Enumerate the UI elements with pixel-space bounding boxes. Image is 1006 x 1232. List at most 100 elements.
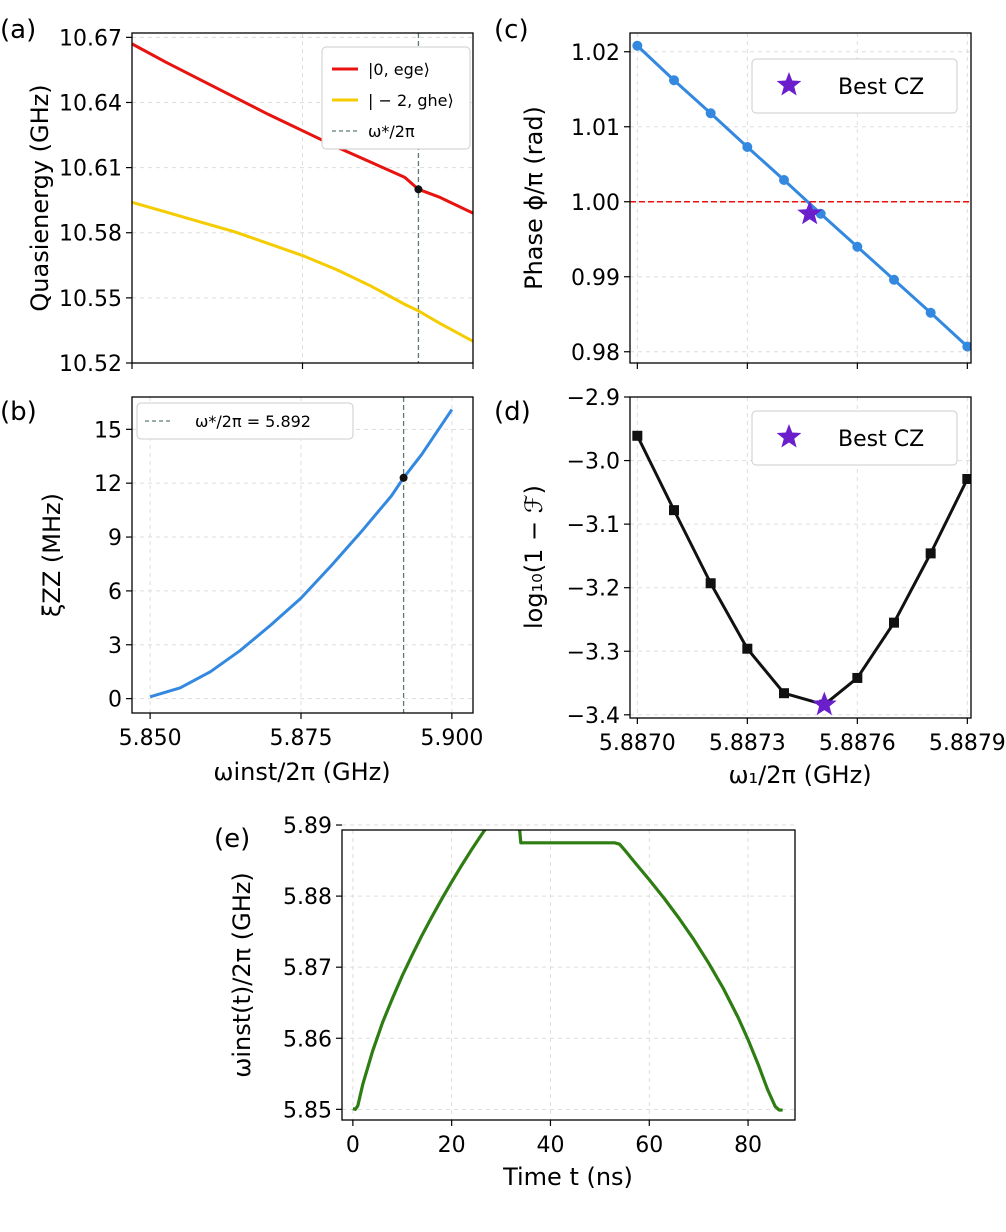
series-line-1 (635, 435, 969, 707)
axes-frame (131, 396, 474, 714)
y-tick-label: 1.00 (571, 191, 620, 216)
x-tick-label: 0 (346, 1133, 360, 1158)
y-tick-label: 0.99 (571, 266, 620, 291)
y-tick-label: 5.85 (283, 1098, 332, 1123)
y-tick-label: 15 (94, 418, 122, 443)
x-tick-label: 80 (734, 1133, 762, 1158)
marker-point (399, 473, 408, 482)
data-point (742, 142, 753, 152)
x-axis-label: ωinst/2π (GHz) (213, 758, 390, 786)
y-tick-label: −3.2 (567, 577, 620, 602)
y-tick-label: 10.67 (59, 26, 122, 51)
legend-box (321, 46, 471, 150)
y-tick-label: 12 (94, 472, 122, 497)
y-tick-label: −3.3 (567, 640, 620, 665)
y-tick-label: 0.98 (571, 341, 620, 366)
panel-b: 0 3 6 9 12 15 5.850 5.875 5.900 (b) ξZZ (MHz) ωinst… (0, 396, 483, 786)
x-tick-label: 20 (438, 1133, 466, 1158)
legend-star-icon (776, 72, 802, 96)
axes-frame (629, 32, 972, 364)
series-line-2 (132, 200, 473, 343)
data-point (852, 672, 863, 683)
y-tick-label: 5.86 (283, 1027, 332, 1052)
x-tick-label: 5.8870 (599, 731, 676, 756)
x-tick-label: 5.850 (119, 726, 182, 751)
x-axis-label: Time t (ns) (502, 1163, 633, 1191)
panel-label: (b) (0, 397, 37, 427)
series-line-1 (352, 830, 783, 1112)
data-point (852, 241, 863, 252)
y-tick-label: 0 (108, 688, 122, 713)
panel-label: (d) (494, 397, 531, 427)
panel-label: (a) (0, 15, 36, 45)
y-tick-label: 10.55 (59, 287, 122, 312)
axes-frame (629, 396, 972, 719)
x-tick-label: 5.875 (269, 726, 332, 751)
legend-label: Best CZ (838, 75, 924, 100)
y-tick-label: −3.1 (567, 513, 620, 538)
x-axis-label: ω₁/2π (GHz) (728, 761, 871, 789)
y-tick-label: 10.64 (59, 91, 122, 116)
panel-d: −3.4 −3.3 −3.2 −3.1 −3.0 −2.9 5.8870 5.8873 5.88… (494, 386, 1006, 789)
best-cz-star (797, 200, 823, 225)
data-point (705, 578, 716, 589)
panel-label: (e) (214, 824, 250, 854)
data-point (669, 75, 679, 86)
legend-star-icon (776, 424, 802, 448)
y-tick-label: −3.4 (567, 704, 620, 729)
y-tick-label: 5.89 (283, 814, 332, 839)
series-line-1 (149, 408, 454, 699)
y-tick-label: 3 (108, 634, 122, 659)
x-tick-label: 5.8879 (929, 731, 1006, 756)
y-tick-label: 1.01 (571, 116, 620, 141)
y-tick-label: 5.87 (283, 956, 332, 981)
y-tick-label: 6 (108, 580, 122, 605)
legend-label: Best CZ (838, 427, 924, 452)
y-axis-label: Phase ϕ/π (rad) (520, 106, 548, 290)
data-point (925, 548, 936, 559)
x-tick-label: 5.900 (420, 726, 483, 751)
data-point (669, 505, 679, 516)
y-tick-label: 5.88 (283, 885, 332, 910)
data-point (742, 643, 753, 654)
legend-box (136, 402, 354, 440)
data-point (889, 274, 899, 285)
y-axis-label: Quasienergy (GHz) (26, 84, 54, 311)
panel-label: (c) (494, 15, 529, 45)
data-point (925, 307, 936, 318)
legend-box (751, 58, 958, 114)
legend-box (751, 410, 958, 466)
data-point (632, 430, 643, 441)
y-axis-label: ξZZ (MHz) (38, 493, 66, 617)
best-cz-star (811, 691, 837, 716)
y-axis-label: ωinst(t)/2π (GHz) (228, 872, 256, 1077)
data-point (779, 175, 789, 185)
x-tick-label: 60 (635, 1133, 663, 1158)
y-tick-label: 10.58 (59, 222, 122, 247)
panel-e: 5.85 5.86 5.87 5.88 5.89 0 20 40 60 80 (e) ωinst(t)… (214, 814, 796, 1191)
data-point (889, 617, 899, 628)
legend-label: ω*/2π = 5.892 (195, 412, 311, 431)
y-tick-label: 9 (108, 526, 122, 551)
data-point (779, 688, 789, 699)
legend-label: ω*/2π (368, 122, 415, 141)
x-tick-label: 5.8876 (819, 731, 896, 756)
series-line-1 (636, 44, 969, 348)
y-tick-label: −2.9 (567, 386, 620, 411)
y-tick-label: −3.0 (567, 450, 620, 475)
x-tick-label: 40 (536, 1133, 564, 1158)
panel-c: 0.98 0.99 1.00 1.01 1.02 (c) Phase ϕ/π (rad) Be… (494, 15, 972, 369)
legend-label: | − 2, ghe⟩ (368, 91, 454, 110)
axes-frame (341, 829, 796, 1121)
data-point (705, 108, 716, 119)
y-tick-label: 1.02 (571, 41, 620, 66)
data-point (962, 473, 971, 484)
data-point (632, 40, 643, 51)
x-tick-label: 5.8873 (709, 731, 786, 756)
y-tick-label: 10.61 (59, 157, 122, 182)
marker-point (414, 185, 423, 194)
data-point (962, 341, 971, 352)
panel-a: 10.52 10.55 10.58 10.61 10.64 10.67 (a) Quasien… (0, 15, 474, 377)
legend-label: |0, ege⟩ (368, 60, 430, 79)
